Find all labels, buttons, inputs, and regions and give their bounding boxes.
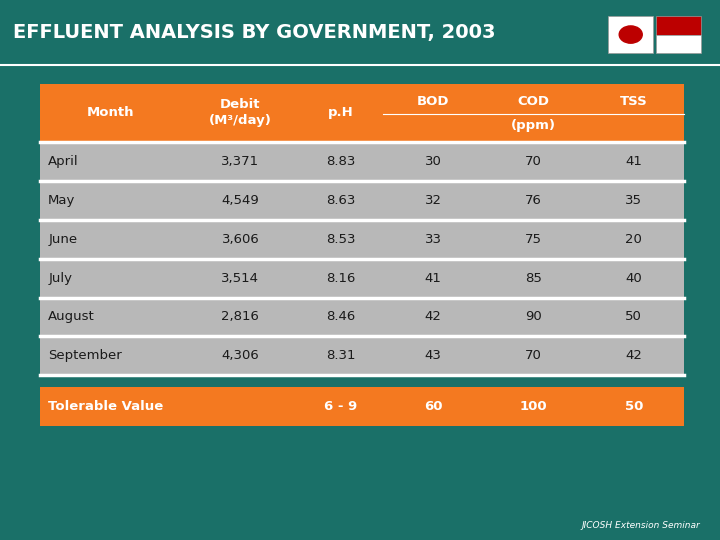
Bar [40,142,684,181]
Text: 76: 76 [525,194,542,207]
Bar [656,35,701,53]
Bar [40,387,684,426]
Bar [0,0,720,65]
Text: 6 - 9: 6 - 9 [324,400,357,413]
Text: September: September [48,349,122,362]
Text: p.H: p.H [328,106,354,119]
Text: 4,306: 4,306 [222,349,259,362]
Bar [40,298,684,336]
Text: Month: Month [87,106,135,119]
Text: 3,371: 3,371 [221,155,259,168]
Text: 60: 60 [424,400,442,413]
Circle shape [619,26,642,43]
Text: 40: 40 [626,272,642,285]
Bar [40,181,684,220]
Text: 4,549: 4,549 [222,194,259,207]
Text: July: July [48,272,72,285]
Text: 50: 50 [626,310,642,323]
Bar [40,220,684,259]
Bar [40,259,684,298]
Text: 42: 42 [425,310,441,323]
Text: 75: 75 [525,233,542,246]
Text: 8.53: 8.53 [326,233,356,246]
Text: May: May [48,194,76,207]
Text: 2,816: 2,816 [222,310,259,323]
Text: April: April [48,155,79,168]
Text: 8.63: 8.63 [326,194,356,207]
Text: 100: 100 [520,400,547,413]
Text: 90: 90 [525,310,541,323]
Text: 70: 70 [525,349,542,362]
Bar [40,84,684,142]
Text: 32: 32 [425,194,441,207]
Text: 8.31: 8.31 [326,349,356,362]
Text: 70: 70 [525,155,542,168]
Text: BOD: BOD [417,94,449,107]
Text: TSS: TSS [620,94,648,107]
Text: June: June [48,233,77,246]
Text: August: August [48,310,95,323]
Text: EFFLUENT ANALYSIS BY GOVERNMENT, 2003: EFFLUENT ANALYSIS BY GOVERNMENT, 2003 [13,23,495,42]
Text: 42: 42 [626,349,642,362]
Text: (ppm): (ppm) [511,119,556,132]
Text: 8.16: 8.16 [326,272,356,285]
Text: 8.46: 8.46 [326,310,356,323]
Text: Tolerable Value: Tolerable Value [48,400,163,413]
Text: 30: 30 [425,155,441,168]
Text: 50: 50 [625,400,643,413]
Text: JICOSH Extension Seminar: JICOSH Extension Seminar [581,521,700,530]
Text: 85: 85 [525,272,542,285]
Text: Debit
(M³/day): Debit (M³/day) [209,98,272,127]
Bar [656,16,701,35]
Text: 41: 41 [425,272,441,285]
Bar [40,336,684,375]
Text: 20: 20 [626,233,642,246]
Text: 41: 41 [626,155,642,168]
Text: 35: 35 [625,194,642,207]
Text: 33: 33 [425,233,441,246]
Text: 3,514: 3,514 [221,272,259,285]
Text: 43: 43 [425,349,441,362]
Text: 8.83: 8.83 [326,155,356,168]
Text: 3,606: 3,606 [222,233,259,246]
Bar [608,16,653,53]
Text: COD: COD [518,94,549,107]
